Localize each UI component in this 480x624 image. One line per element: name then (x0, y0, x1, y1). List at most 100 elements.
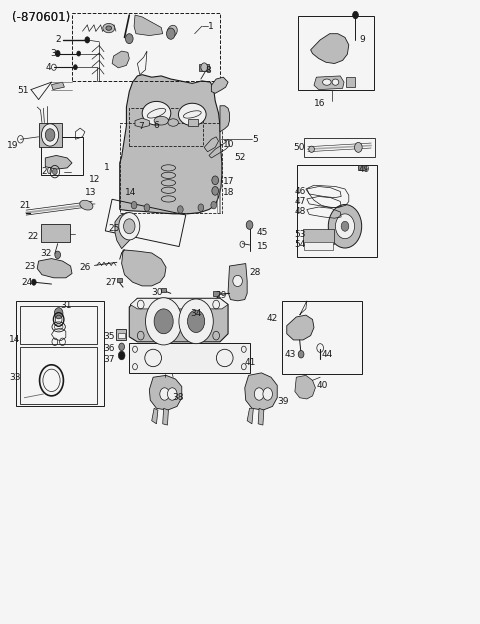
Polygon shape (149, 376, 182, 410)
Text: 45: 45 (257, 228, 268, 237)
Circle shape (168, 388, 177, 400)
Circle shape (212, 187, 218, 195)
Text: 35: 35 (104, 333, 115, 341)
Polygon shape (130, 298, 228, 309)
Text: 24: 24 (21, 278, 33, 286)
Text: 51: 51 (18, 85, 29, 95)
Text: 1: 1 (105, 163, 110, 172)
Text: 19: 19 (7, 141, 18, 150)
Circle shape (211, 202, 216, 209)
Bar (117, 278, 121, 282)
Ellipse shape (332, 79, 339, 85)
Polygon shape (258, 408, 264, 425)
Bar (38, 122, 61, 147)
Bar (105, 199, 186, 246)
Text: 14: 14 (124, 188, 136, 197)
Ellipse shape (179, 103, 206, 125)
Bar (21, 347, 97, 404)
Bar (116, 329, 126, 340)
Text: 52: 52 (234, 154, 246, 162)
Ellipse shape (154, 116, 168, 125)
Circle shape (328, 205, 362, 248)
Ellipse shape (323, 79, 331, 85)
Text: 27: 27 (106, 278, 117, 286)
Text: 15: 15 (257, 241, 268, 251)
Ellipse shape (161, 187, 176, 193)
Text: 23: 23 (24, 262, 36, 271)
Text: 30: 30 (151, 288, 163, 296)
Text: 41: 41 (245, 358, 256, 368)
Text: 53: 53 (294, 230, 306, 240)
Bar (129, 108, 203, 145)
Text: 54: 54 (295, 240, 306, 250)
Bar (72, 12, 220, 81)
Polygon shape (152, 408, 158, 424)
Polygon shape (112, 51, 129, 68)
Text: 29: 29 (215, 291, 227, 300)
Bar (16, 301, 104, 406)
Bar (118, 333, 124, 338)
Text: 4: 4 (46, 63, 51, 72)
Text: 3: 3 (50, 49, 56, 58)
Circle shape (160, 388, 169, 400)
Polygon shape (135, 118, 149, 127)
Ellipse shape (309, 146, 314, 152)
Circle shape (41, 124, 59, 146)
Text: 25: 25 (108, 224, 120, 233)
Text: 49: 49 (359, 165, 370, 173)
Polygon shape (121, 250, 166, 286)
Text: 5: 5 (252, 135, 258, 144)
Text: 47: 47 (295, 197, 306, 206)
Circle shape (145, 298, 182, 345)
Circle shape (52, 168, 57, 175)
Circle shape (125, 34, 133, 44)
Text: (-870601): (-870601) (12, 11, 70, 24)
Circle shape (119, 213, 140, 240)
Bar (297, 165, 377, 257)
Circle shape (85, 37, 90, 43)
Circle shape (118, 351, 125, 360)
Bar (359, 165, 366, 170)
Bar (304, 138, 375, 157)
Circle shape (341, 222, 349, 232)
Circle shape (198, 204, 204, 212)
Ellipse shape (168, 119, 179, 126)
Bar (120, 122, 222, 213)
Text: 14: 14 (9, 336, 21, 344)
Bar (129, 343, 250, 373)
Bar (40, 137, 84, 175)
Circle shape (73, 65, 77, 70)
Circle shape (201, 63, 207, 72)
Circle shape (55, 251, 60, 258)
Text: 42: 42 (267, 314, 278, 323)
Circle shape (178, 206, 183, 213)
Text: 32: 32 (40, 249, 51, 258)
Text: 50: 50 (293, 144, 304, 152)
Circle shape (353, 11, 359, 19)
Text: 10: 10 (223, 140, 235, 149)
Bar (21, 306, 97, 344)
Polygon shape (115, 213, 136, 248)
Text: 39: 39 (277, 397, 288, 406)
Polygon shape (120, 75, 222, 214)
Text: 22: 22 (27, 232, 38, 241)
Text: 36: 36 (104, 344, 115, 353)
Circle shape (212, 176, 218, 185)
Text: 40: 40 (316, 381, 328, 390)
Ellipse shape (233, 275, 242, 286)
Text: 17: 17 (223, 177, 235, 186)
Text: 13: 13 (85, 188, 97, 197)
Text: 7: 7 (138, 122, 144, 132)
Ellipse shape (167, 26, 177, 37)
Text: 18: 18 (223, 188, 235, 197)
Text: 20: 20 (42, 167, 53, 176)
Ellipse shape (161, 172, 176, 178)
Polygon shape (37, 258, 72, 278)
Bar (161, 288, 166, 292)
Circle shape (154, 309, 173, 334)
Text: 9: 9 (360, 36, 365, 44)
Circle shape (179, 299, 213, 344)
Circle shape (55, 51, 60, 57)
Ellipse shape (103, 24, 115, 33)
Text: 1: 1 (207, 22, 213, 31)
